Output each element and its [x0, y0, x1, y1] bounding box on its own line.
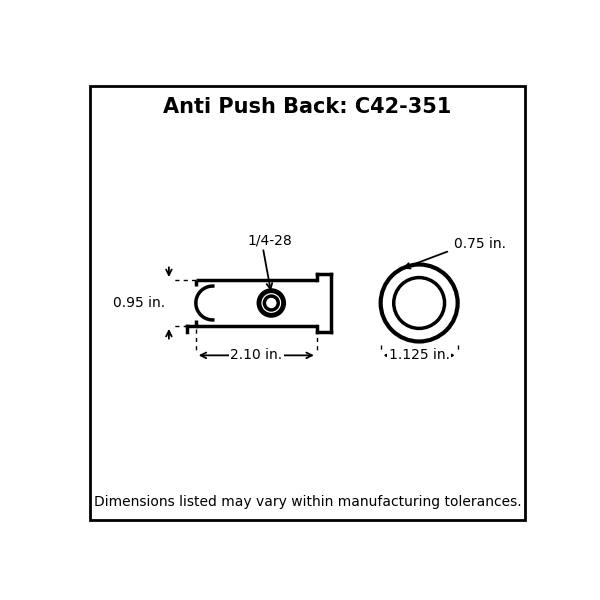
Text: 0.75 in.: 0.75 in.: [454, 236, 506, 251]
Text: Anti Push Back: C42-351: Anti Push Back: C42-351: [163, 97, 452, 116]
Circle shape: [394, 278, 445, 328]
Text: 2.10 in.: 2.10 in.: [230, 349, 283, 362]
Circle shape: [265, 296, 278, 310]
Circle shape: [259, 290, 284, 316]
Text: Dimensions listed may vary within manufacturing tolerances.: Dimensions listed may vary within manufa…: [94, 494, 521, 509]
Circle shape: [380, 265, 458, 341]
Text: 1.125 in.: 1.125 in.: [389, 349, 449, 362]
Text: 1/4-28: 1/4-28: [247, 233, 292, 248]
Text: 0.95 in.: 0.95 in.: [113, 296, 165, 310]
